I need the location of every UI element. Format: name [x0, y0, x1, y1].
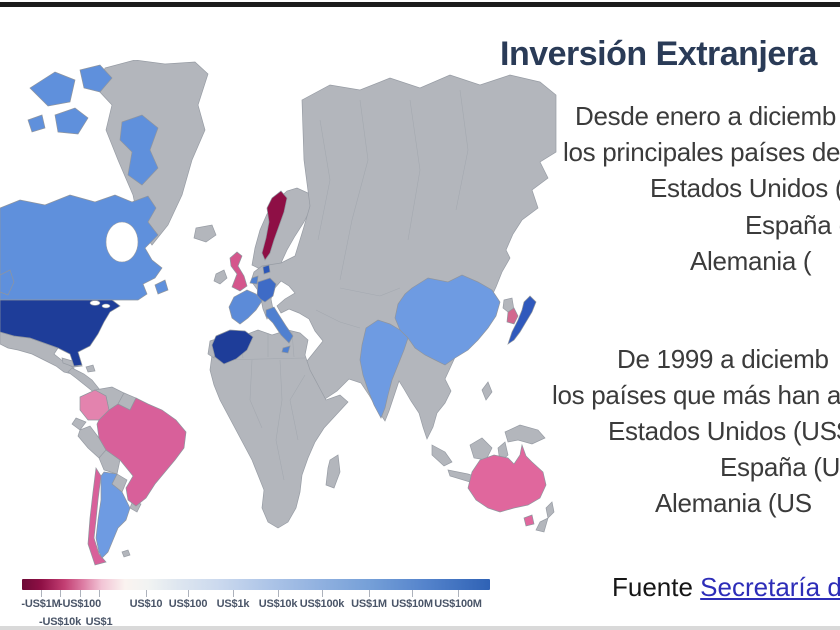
- country-hispaniola: [85, 364, 96, 373]
- country-canada: [0, 194, 163, 301]
- country-tasmania: [523, 514, 535, 527]
- country-falklands: [121, 549, 131, 558]
- legend-label: US$100k: [299, 598, 345, 610]
- country-china: [394, 274, 501, 366]
- legend-tick: [60, 590, 61, 597]
- region-africa: [209, 329, 349, 529]
- country-brazil: [96, 397, 187, 507]
- legend-tick: [41, 590, 42, 597]
- country-denmark: [262, 264, 271, 275]
- legend-label: US$10: [129, 598, 163, 610]
- legend-tick: [458, 590, 459, 597]
- bottom-border-bar: [0, 626, 840, 630]
- country-australia: [467, 443, 547, 513]
- country-spain: [211, 329, 254, 365]
- page-title: Inversión Extranjera: [500, 34, 817, 73]
- country-canada-island-3: [54, 107, 89, 135]
- country-iceland: [193, 224, 217, 243]
- country-sicily: [281, 345, 291, 354]
- legend-gradient-bar: [22, 579, 490, 590]
- country-italy: [265, 306, 294, 344]
- source-prefix: Fuente: [612, 572, 701, 602]
- legend-tick: [278, 590, 279, 597]
- country-usa: [0, 299, 121, 367]
- country-argentina: [95, 471, 131, 559]
- color-scale-legend: -US$1M -US$10k -US$100 US$1 US$10 US$100 US$1k…: [0, 575, 500, 630]
- legend-label: -US$10k: [38, 616, 82, 628]
- country-south-korea: [506, 307, 519, 325]
- legend-tick: [412, 590, 413, 597]
- legend-tick: [369, 590, 370, 597]
- country-new-guinea: [504, 424, 546, 445]
- country-greenland: [97, 60, 209, 246]
- legend-label: US$100M: [434, 598, 482, 610]
- country-sweden: [261, 190, 288, 261]
- legend-tick: [99, 590, 100, 597]
- country-philippines: [481, 381, 493, 401]
- country-benelux: [249, 275, 259, 285]
- block1-line-2: los principales países de: [563, 137, 840, 167]
- top-border-bar: [0, 2, 840, 7]
- great-lake-2: [101, 303, 111, 309]
- country-sumatra: [431, 444, 453, 467]
- country-uk: [229, 251, 248, 292]
- legend-tick: [322, 590, 323, 597]
- country-new-zealand-south: [535, 517, 549, 533]
- legend-label: US$1: [85, 616, 113, 628]
- legend-label: US$1M: [351, 598, 387, 610]
- legend-label: US$1k: [216, 598, 250, 610]
- country-ireland: [213, 269, 228, 285]
- block2-line-2: los países que más han ap: [552, 380, 840, 410]
- country-india: [359, 319, 409, 419]
- source-link[interactable]: Secretaría de: [700, 572, 840, 602]
- legend-tick: [233, 590, 234, 597]
- country-canada-island-1: [29, 71, 76, 107]
- block1-line-5: Alemania (: [690, 246, 812, 276]
- legend-label: US$100: [168, 598, 208, 610]
- legend-label: US$10M: [391, 598, 433, 610]
- block2-line-1: De 1999 a diciemb: [617, 344, 829, 374]
- country-baffin-island: [119, 114, 159, 186]
- country-japan: [507, 295, 537, 345]
- country-canada-island-2: [79, 64, 113, 93]
- block2-line-4: España (U: [720, 452, 840, 482]
- block1-line-4: España (: [745, 210, 840, 240]
- world-map: [0, 60, 557, 566]
- country-chile: [87, 466, 107, 566]
- country-france: [228, 289, 263, 325]
- legend-tick: [80, 590, 81, 597]
- block1-line-3: Estados Unidos (: [650, 173, 840, 203]
- source-line: Fuente Secretaría de: [612, 572, 840, 603]
- country-madagascar: [325, 454, 341, 489]
- block2-line-3: Estados Unidos (US$: [608, 416, 840, 446]
- country-alaska: [0, 269, 15, 296]
- hudson-bay: [105, 221, 139, 263]
- country-borneo: [469, 437, 493, 461]
- block1-line-1: Desde enero a diciemb: [575, 101, 837, 131]
- legend-label: -US$1M: [21, 598, 61, 610]
- legend-tick: [188, 590, 189, 597]
- legend-label: US$10k: [258, 598, 298, 610]
- great-lake-1: [89, 300, 101, 306]
- country-new-zealand-north: [545, 501, 555, 519]
- country-newfoundland: [154, 279, 169, 295]
- legend-tick: [146, 590, 147, 597]
- block2-line-5: Alemania (US: [655, 488, 812, 518]
- legend-label: -US$100: [58, 598, 102, 610]
- country-canada-island-4: [27, 114, 46, 133]
